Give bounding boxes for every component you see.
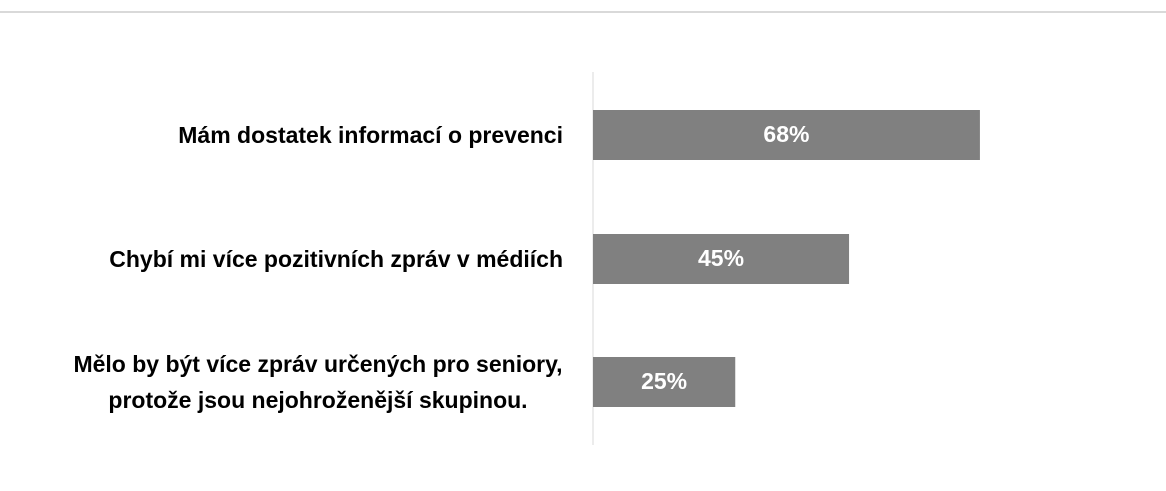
value-label: 45%: [698, 245, 744, 271]
category-label: Mělo by být více zpráv určených pro seni…: [73, 351, 563, 413]
category-label-box: Mám dostatek informací o prevenci: [0, 75, 563, 195]
bar: [593, 357, 736, 407]
category-label-box: Mělo by být více zpráv určených pro seni…: [0, 322, 563, 442]
category-label: Mám dostatek informací o prevenci: [178, 122, 563, 148]
value-label: 25%: [641, 368, 687, 394]
category-label-box: Chybí mi více pozitivních zpráv v médiíc…: [0, 199, 563, 319]
bar: [593, 234, 850, 284]
bar: [593, 110, 980, 160]
value-label: 68%: [763, 121, 809, 147]
category-label: Chybí mi více pozitivních zpráv v médiíc…: [109, 246, 563, 272]
